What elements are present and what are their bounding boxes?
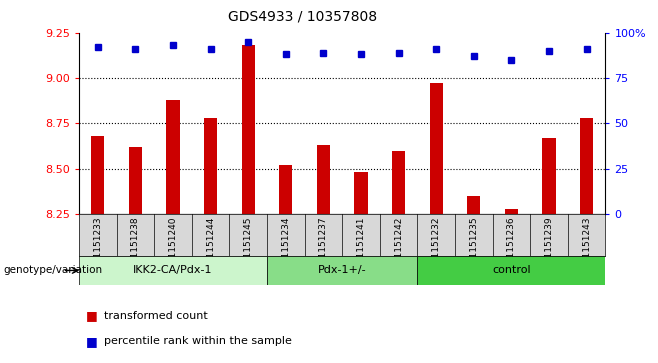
Text: IKK2-CA/Pdx-1: IKK2-CA/Pdx-1 [133,265,213,276]
Text: GSM1151243: GSM1151243 [582,216,591,277]
Bar [316,145,330,214]
Text: Pdx-1+/-: Pdx-1+/- [318,265,367,276]
Text: GSM1151240: GSM1151240 [168,216,178,277]
Text: percentile rank within the sample: percentile rank within the sample [104,336,292,346]
Text: GSM1151236: GSM1151236 [507,216,516,277]
Text: transformed count: transformed count [104,311,208,321]
Text: GSM1151242: GSM1151242 [394,216,403,277]
Text: GSM1151235: GSM1151235 [469,216,478,277]
Bar [467,196,480,214]
FancyBboxPatch shape [267,256,417,285]
Bar [241,45,255,214]
Text: GSM1151234: GSM1151234 [281,216,290,277]
Text: control: control [492,265,530,276]
Bar [392,151,405,214]
Bar [580,118,593,214]
Text: GSM1151239: GSM1151239 [544,216,553,277]
Text: GSM1151245: GSM1151245 [243,216,253,277]
Text: ■: ■ [86,335,97,348]
Text: ■: ■ [86,309,97,322]
Text: GSM1151244: GSM1151244 [206,216,215,277]
Text: GSM1151237: GSM1151237 [319,216,328,277]
Text: GDS4933 / 10357808: GDS4933 / 10357808 [228,9,377,23]
Bar [505,209,518,214]
Bar [166,100,180,214]
Bar [204,118,217,214]
Bar [355,172,368,214]
Bar [91,136,105,214]
Bar [279,165,292,214]
Bar [542,138,555,214]
Text: GSM1151241: GSM1151241 [357,216,365,277]
FancyBboxPatch shape [79,256,267,285]
Text: GSM1151238: GSM1151238 [131,216,140,277]
Text: genotype/variation: genotype/variation [3,265,103,276]
FancyBboxPatch shape [417,256,605,285]
Bar [129,147,142,214]
Text: GSM1151233: GSM1151233 [93,216,102,277]
Bar [430,83,443,214]
Text: GSM1151232: GSM1151232 [432,216,441,277]
